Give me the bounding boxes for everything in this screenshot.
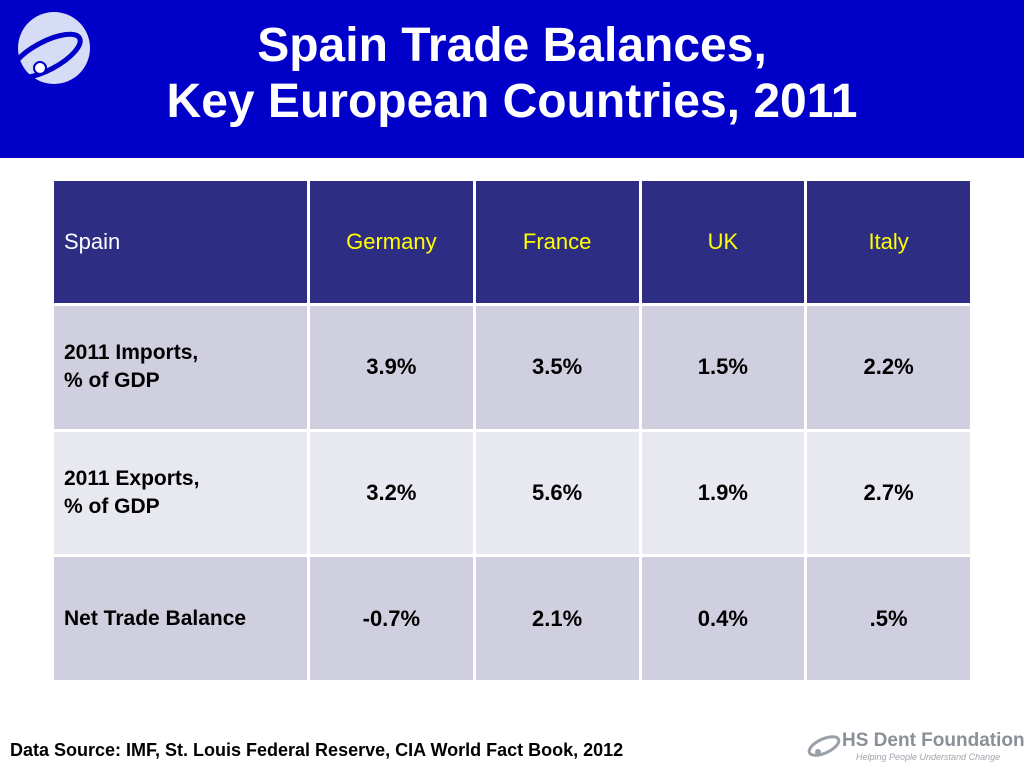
table-cell: 0.4% (638, 554, 808, 683)
row-label: 2011 Imports, % of GDP (51, 303, 310, 432)
data-source-note: Data Source: IMF, St. Louis Federal Rese… (10, 740, 624, 760)
swirl-logo-icon (807, 735, 841, 757)
table-row-net-balance: Net Trade Balance -0.7% 2.1% 0.4% .5% (51, 554, 973, 683)
column-header-france: France (472, 178, 642, 306)
table-row-imports: 2011 Imports, % of GDP 3.9% 3.5% 1.5% 2.… (51, 303, 973, 432)
trade-balance-table: Spain Germany France UK Italy 2011 Impor… (51, 178, 973, 683)
table-cell: 1.9% (638, 428, 808, 558)
table-cell: 3.2% (307, 428, 476, 558)
page-title: Spain Trade Balances, Key European Count… (0, 18, 1024, 130)
table-cell: 1.5% (638, 303, 808, 432)
title-line-1: Spain Trade Balances, (257, 19, 767, 72)
table-cell: 3.5% (472, 303, 642, 432)
column-header-germany: Germany (307, 178, 476, 306)
table-cell: 2.7% (804, 428, 973, 558)
row-label: Net Trade Balance (51, 554, 310, 683)
table-header-row: Spain Germany France UK Italy (51, 178, 973, 306)
column-header-spain: Spain (51, 178, 310, 306)
column-header-italy: Italy (804, 178, 973, 306)
table-row-exports: 2011 Exports, % of GDP 3.2% 5.6% 1.9% 2.… (51, 428, 973, 558)
brand-name: HS Dent Foundation (842, 730, 1024, 751)
column-header-uk: UK (638, 178, 808, 306)
row-label-line-1: 2011 Exports, (64, 466, 200, 490)
row-label-line-2: % of GDP (64, 494, 160, 518)
row-label-line-1: Net Trade Balance (64, 606, 247, 630)
table-cell: 5.6% (472, 428, 642, 558)
brand-block: HS Dent Foundation Helping People Unders… (806, 728, 1024, 764)
row-label-line-2: % of GDP (64, 369, 160, 393)
title-banner: Spain Trade Balances, Key European Count… (0, 0, 1024, 158)
table-cell: 2.2% (804, 303, 973, 432)
table-cell: .5% (804, 554, 973, 683)
swirl-globe-icon (9, 12, 90, 84)
row-label-line-1: 2011 Imports, (64, 341, 199, 365)
table-cell: 3.9% (307, 303, 476, 432)
table-cell: 2.1% (472, 554, 642, 683)
brand-tagline: Helping People Understand Change (856, 752, 1001, 762)
row-label: 2011 Exports, % of GDP (51, 428, 310, 558)
table-cell: -0.7% (307, 554, 476, 683)
title-line-2: Key European Countries, 2011 (166, 75, 858, 128)
